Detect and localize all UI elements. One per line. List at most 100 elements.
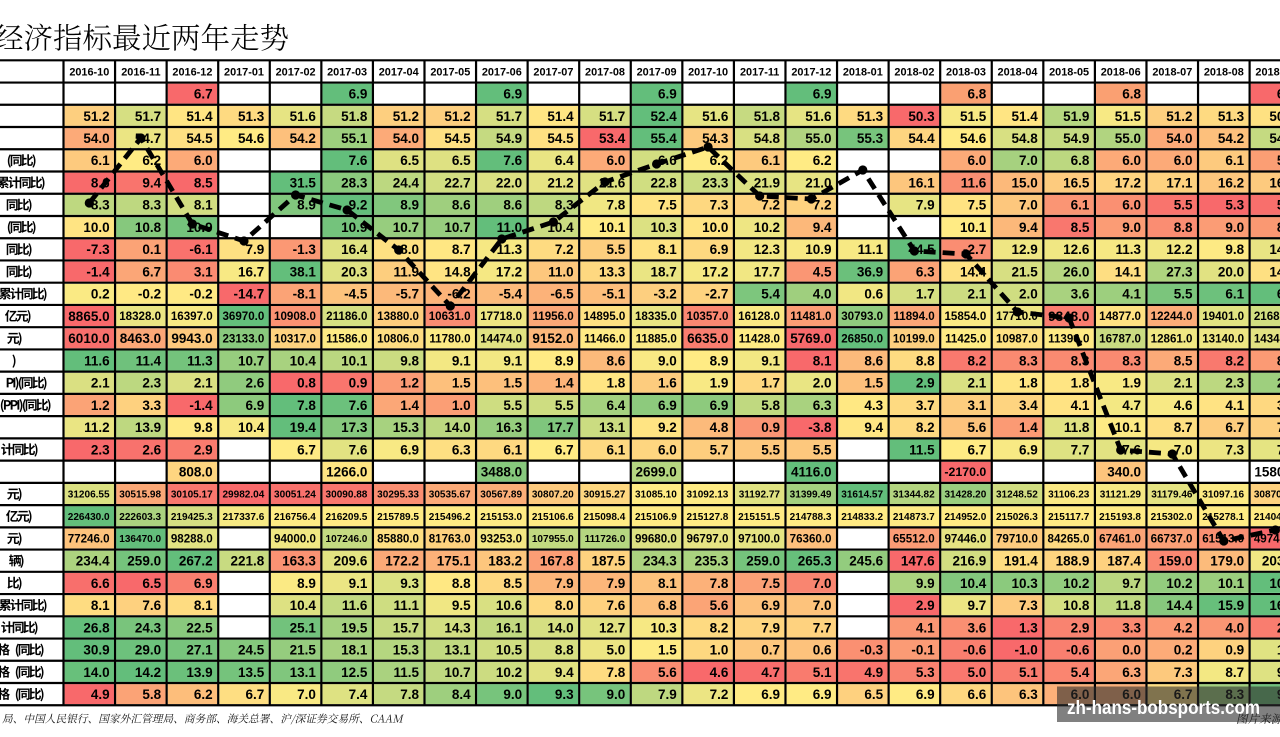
svg-text:7.7: 7.7: [1071, 442, 1090, 457]
svg-text:6.9: 6.9: [1019, 442, 1038, 457]
svg-text:3.3: 3.3: [1122, 620, 1141, 635]
svg-text:9943.0: 9943.0: [171, 331, 212, 346]
svg-text:1.5: 1.5: [864, 376, 883, 391]
svg-text:6.9: 6.9: [761, 598, 780, 613]
svg-text:6.0: 6.0: [1174, 153, 1193, 168]
svg-text:808.0: 808.0: [179, 465, 213, 480]
svg-text:216209.5: 216209.5: [326, 512, 368, 523]
svg-text:28.3: 28.3: [341, 176, 368, 191]
svg-text:16.4: 16.4: [341, 242, 368, 257]
svg-text:10.7: 10.7: [393, 220, 419, 235]
svg-text:26850.0: 26850.0: [841, 334, 883, 346]
svg-text:267.2: 267.2: [179, 554, 213, 569]
svg-text:7.9: 7.9: [916, 198, 935, 213]
svg-text:1.3: 1.3: [1019, 620, 1038, 635]
svg-text:259.0: 259.0: [127, 554, 161, 569]
svg-text:215496.2: 215496.2: [429, 512, 471, 523]
svg-text:10.1: 10.1: [341, 353, 368, 368]
svg-text:2017-06: 2017-06: [482, 67, 522, 79]
svg-text:215106.9: 215106.9: [635, 512, 677, 523]
svg-text:30105.17: 30105.17: [171, 490, 213, 501]
svg-text:96797.0: 96797.0: [687, 534, 729, 546]
svg-text:-0.6: -0.6: [1066, 643, 1090, 658]
svg-text:8.2: 8.2: [710, 620, 729, 635]
svg-text:8.6: 8.6: [864, 353, 883, 368]
svg-text:3.6: 3.6: [1071, 287, 1090, 302]
svg-text:11.0: 11.0: [548, 264, 574, 279]
svg-text:215278.1: 215278.1: [1202, 512, 1244, 523]
svg-text:-6.1: -6.1: [189, 242, 213, 257]
svg-text:147.6: 147.6: [901, 554, 935, 569]
svg-text:0.7: 0.7: [761, 643, 780, 658]
svg-text:-5.1: -5.1: [602, 287, 626, 302]
svg-text:8.7: 8.7: [452, 242, 471, 257]
svg-text:17718.0: 17718.0: [480, 311, 522, 323]
svg-text:1266.0: 1266.0: [326, 465, 367, 480]
svg-text:54.9: 54.9: [496, 131, 522, 146]
svg-text:1.8: 1.8: [1071, 376, 1090, 391]
svg-text:52.4: 52.4: [651, 109, 678, 124]
svg-text:6.2: 6.2: [142, 153, 161, 168]
svg-text:6.7: 6.7: [555, 442, 574, 457]
svg-text:10.0: 10.0: [83, 220, 109, 235]
svg-text:18328.0: 18328.0: [119, 311, 161, 323]
svg-text:13.3: 13.3: [599, 264, 626, 279]
svg-text:54.3: 54.3: [702, 131, 729, 146]
svg-text:5.5: 5.5: [1174, 287, 1193, 302]
svg-text:55.4: 55.4: [651, 131, 678, 146]
svg-text:9.4: 9.4: [813, 220, 832, 235]
svg-text:136470.0: 136470.0: [119, 534, 161, 545]
svg-text:9.1: 9.1: [503, 353, 522, 368]
svg-text:9.7: 9.7: [1122, 576, 1141, 591]
svg-text:99680.0: 99680.0: [635, 534, 677, 546]
svg-text:22.0: 22.0: [496, 176, 522, 191]
svg-text:-2170.0: -2170.0: [944, 465, 986, 479]
svg-text:1.5: 1.5: [452, 376, 471, 391]
svg-text:2018-04: 2018-04: [998, 67, 1038, 79]
svg-text:6.8: 6.8: [658, 598, 677, 613]
svg-text:1.4: 1.4: [555, 376, 574, 391]
svg-text:51.8: 51.8: [341, 109, 368, 124]
svg-text:2018-06: 2018-06: [1101, 67, 1141, 79]
svg-text:31.5: 31.5: [290, 176, 317, 191]
svg-text:54.2: 54.2: [1218, 131, 1244, 146]
svg-text:265.3: 265.3: [798, 554, 832, 569]
svg-text:6.7: 6.7: [1225, 420, 1244, 435]
svg-text:7.0: 7.0: [813, 598, 832, 613]
svg-text:6.5: 6.5: [1277, 87, 1280, 102]
svg-text:9.0: 9.0: [1122, 220, 1141, 235]
svg-text:51.3: 51.3: [238, 109, 265, 124]
svg-text:2.3: 2.3: [1225, 376, 1244, 391]
svg-text:8.0: 8.0: [555, 598, 574, 613]
svg-text:2.6: 2.6: [142, 442, 161, 457]
svg-text:31179.46: 31179.46: [1151, 490, 1193, 501]
svg-text:216756.4: 216756.4: [274, 512, 316, 523]
svg-text:6.9: 6.9: [658, 398, 677, 413]
svg-text:7.5: 7.5: [968, 198, 987, 213]
svg-text:10.2: 10.2: [1063, 576, 1089, 591]
svg-text:79710.0: 79710.0: [996, 534, 1038, 546]
svg-text:12.9: 12.9: [1012, 242, 1038, 257]
svg-text:24.5: 24.5: [238, 643, 265, 658]
svg-text:67461.0: 67461.0: [1099, 534, 1141, 546]
svg-text:31399.49: 31399.49: [790, 490, 832, 501]
svg-text:31092.13: 31092.13: [687, 490, 729, 501]
svg-text:18335.0: 18335.0: [635, 311, 677, 323]
svg-text:51.7: 51.7: [135, 109, 161, 124]
svg-text:8.1: 8.1: [194, 598, 213, 613]
svg-text:0.9: 0.9: [1225, 643, 1244, 658]
svg-text:8.5: 8.5: [1174, 353, 1193, 368]
svg-text:1.5: 1.5: [503, 376, 522, 391]
svg-text:7.8: 7.8: [400, 687, 419, 702]
svg-text:10.8: 10.8: [1063, 598, 1090, 613]
svg-text:10631.0: 10631.0: [429, 311, 471, 323]
svg-text:-7.3: -7.3: [86, 242, 110, 257]
svg-text:215026.3: 215026.3: [996, 512, 1038, 523]
svg-text:5.4: 5.4: [1071, 665, 1090, 680]
svg-text:31248.52: 31248.52: [996, 490, 1038, 501]
svg-text:7.9: 7.9: [555, 576, 574, 591]
svg-text:5.5: 5.5: [555, 398, 574, 413]
svg-text:2016-10: 2016-10: [69, 67, 109, 79]
svg-text:15.7: 15.7: [393, 620, 419, 635]
svg-text:4.3: 4.3: [864, 398, 883, 413]
